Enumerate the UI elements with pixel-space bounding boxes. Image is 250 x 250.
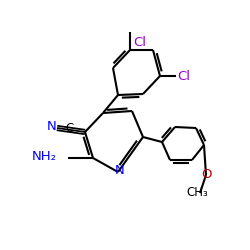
Text: O: O (201, 168, 211, 181)
Text: Cl: Cl (178, 70, 190, 82)
Text: NH₂: NH₂ (32, 150, 57, 164)
Text: N: N (115, 164, 125, 177)
Text: CH₃: CH₃ (186, 186, 208, 200)
Text: N: N (47, 120, 57, 132)
Text: Cl: Cl (134, 36, 146, 49)
Text: C: C (66, 122, 74, 136)
